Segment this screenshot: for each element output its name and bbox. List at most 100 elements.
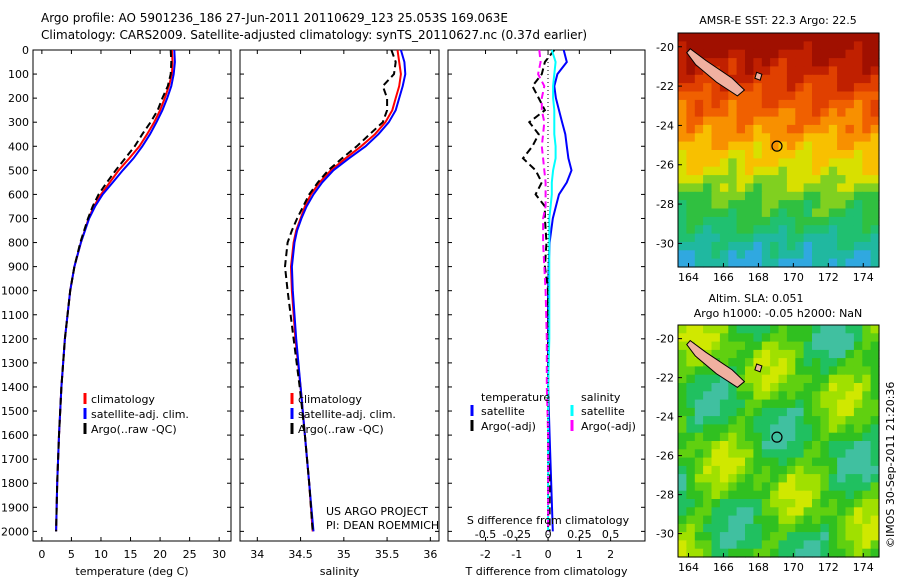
map-cell (686, 325, 696, 334)
map-cell (828, 233, 838, 243)
map-cell (828, 449, 838, 459)
map-cell (812, 225, 821, 235)
map-cell (761, 441, 771, 450)
map-cell (820, 457, 830, 467)
map-cell (753, 150, 763, 159)
map-cell (686, 66, 696, 76)
map-cell (837, 532, 847, 541)
island-land (754, 71, 763, 81)
map-cell (686, 108, 696, 118)
map-cell (711, 150, 721, 159)
y-tick-label: 1200 (1, 333, 29, 346)
map-cell (812, 250, 821, 260)
map-cell (828, 341, 838, 351)
map-cell (745, 49, 754, 59)
map-cell (812, 499, 821, 508)
map-cell (770, 349, 780, 359)
map-cell (803, 191, 813, 201)
map-cell (778, 200, 788, 210)
map-cell (828, 540, 838, 550)
map-cell (686, 449, 696, 459)
map-cell (686, 465, 696, 475)
map-cell (853, 58, 863, 68)
map-cell (753, 58, 763, 68)
map-cell (853, 399, 863, 409)
map-cell (870, 33, 880, 42)
map-cell (778, 158, 788, 168)
map-cell (686, 374, 696, 384)
map-cell (828, 91, 838, 101)
map-cell (719, 465, 729, 475)
map-cell (828, 116, 838, 126)
map-cell (711, 540, 721, 550)
map-cell (719, 49, 729, 59)
map-frame (677, 324, 880, 558)
map-cell (728, 507, 738, 517)
map-cell (820, 124, 830, 134)
map-cell (803, 208, 813, 218)
map-cell (828, 158, 838, 168)
map-cell (812, 116, 821, 126)
map-cell (853, 66, 863, 76)
map-cell (828, 99, 838, 109)
map-cell (795, 58, 805, 68)
panel-temperature: 0100200300400500600700800900100011001200… (1, 44, 232, 578)
map-cell (728, 482, 738, 492)
map-cell (728, 407, 738, 417)
lat-tick-label: -26 (656, 159, 674, 172)
map-cell (678, 474, 687, 483)
map-cell (711, 241, 721, 251)
map-cell (837, 432, 847, 442)
map-cell (828, 548, 838, 558)
map-cell (862, 66, 872, 76)
map-cell (753, 383, 763, 392)
map-cell (778, 41, 788, 51)
map-cell (803, 124, 813, 134)
map-cell (736, 99, 746, 109)
map-cell (678, 233, 687, 243)
map-cell (862, 532, 872, 541)
map-cell (736, 515, 746, 525)
map-cell (837, 383, 847, 392)
map-cell (686, 432, 696, 442)
map-cell (761, 366, 771, 376)
map-cell (736, 41, 746, 51)
map-cell (719, 166, 729, 176)
map-cell (761, 548, 771, 558)
map-cell (812, 432, 821, 442)
map-cell (770, 183, 780, 193)
map-cell (753, 116, 763, 126)
map-cell (828, 175, 838, 185)
map-cell (862, 383, 872, 392)
map-cell (686, 191, 696, 201)
map-cell (711, 532, 721, 541)
map-cell (820, 474, 830, 483)
map-cell (694, 341, 704, 351)
map-cell (853, 449, 863, 459)
map-cell (828, 325, 838, 334)
map-cell (694, 424, 704, 434)
map-cell (812, 416, 821, 425)
map-cell (711, 91, 721, 101)
lon-tick-label: 174 (853, 561, 874, 574)
map-cell (728, 383, 738, 392)
map-cell (686, 158, 696, 168)
map-cell (845, 523, 855, 533)
map-cell (761, 349, 771, 359)
map-cell (686, 441, 696, 450)
map-cell (678, 108, 687, 118)
map-cell (694, 108, 704, 118)
map-cell (694, 366, 704, 376)
map-cell (837, 482, 847, 492)
map-cell (770, 548, 780, 558)
map-cell (694, 183, 704, 193)
map-cell (853, 490, 863, 500)
map-cell (862, 241, 872, 251)
map-cell (778, 250, 788, 260)
map-cell (778, 532, 788, 541)
map-cell (786, 341, 796, 351)
map-cell (862, 175, 872, 185)
map-cell (753, 225, 763, 235)
map-cell (812, 208, 821, 218)
map-cell (736, 58, 746, 68)
